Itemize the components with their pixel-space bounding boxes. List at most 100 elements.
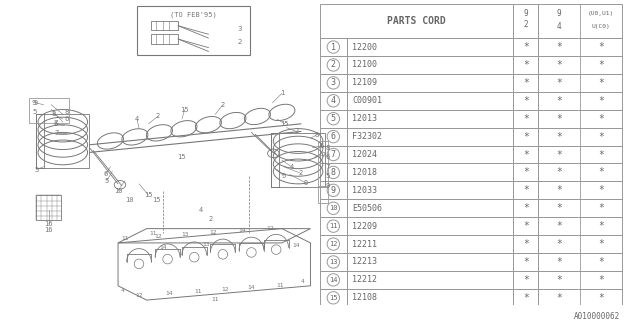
Bar: [513, 199, 538, 217]
Text: 15: 15: [178, 154, 186, 160]
Text: *: *: [598, 132, 604, 142]
Text: 9: 9: [34, 100, 38, 106]
Text: 5: 5: [34, 167, 38, 172]
Text: 7: 7: [322, 152, 326, 158]
Bar: [513, 289, 538, 307]
Bar: [513, 38, 538, 56]
Text: (TO FEB'95): (TO FEB'95): [170, 11, 217, 18]
Bar: [347, 128, 513, 146]
Text: 12: 12: [329, 241, 337, 247]
Text: 7: 7: [53, 120, 58, 126]
Bar: [513, 146, 538, 164]
Text: 15: 15: [152, 197, 161, 203]
Text: 10: 10: [125, 197, 134, 203]
Text: *: *: [598, 149, 604, 159]
Text: F32302: F32302: [353, 132, 382, 141]
Text: 2: 2: [238, 39, 242, 45]
Bar: [320, 92, 347, 110]
Text: 12100: 12100: [353, 60, 378, 69]
Bar: [320, 110, 347, 128]
Text: 6: 6: [104, 171, 108, 177]
Text: *: *: [598, 203, 604, 213]
Text: 5: 5: [104, 178, 109, 184]
Text: 14: 14: [166, 291, 173, 296]
Text: *: *: [523, 257, 529, 267]
Bar: [538, 289, 622, 307]
Bar: [347, 164, 513, 181]
Text: *: *: [556, 293, 562, 303]
Text: *: *: [556, 167, 562, 177]
Text: *: *: [523, 149, 529, 159]
Text: 11: 11: [121, 236, 129, 241]
Text: 13: 13: [202, 242, 209, 247]
Text: 5: 5: [326, 173, 330, 179]
Text: 12: 12: [267, 226, 274, 231]
Bar: [538, 92, 622, 110]
Bar: [513, 181, 538, 199]
Text: *: *: [556, 42, 562, 52]
Bar: [137, 6, 250, 55]
Text: *: *: [556, 96, 562, 106]
Bar: [347, 235, 513, 253]
Text: 1: 1: [280, 90, 284, 96]
Text: 4: 4: [301, 279, 305, 284]
Text: 2: 2: [294, 128, 298, 134]
Text: 9: 9: [326, 183, 330, 189]
Text: 11: 11: [211, 297, 219, 302]
Text: *: *: [598, 185, 604, 195]
Text: 8: 8: [65, 109, 69, 116]
Text: 9: 9: [557, 9, 561, 18]
Bar: [538, 164, 622, 181]
Bar: [513, 128, 538, 146]
Text: 11: 11: [150, 231, 157, 236]
Text: *: *: [523, 275, 529, 285]
Text: 15: 15: [180, 107, 189, 113]
Bar: [320, 181, 347, 199]
Text: *: *: [556, 149, 562, 159]
Text: *: *: [598, 221, 604, 231]
Text: 9: 9: [331, 186, 336, 195]
Text: 12211: 12211: [353, 240, 378, 249]
Bar: [347, 199, 513, 217]
Bar: [538, 253, 622, 271]
Bar: [513, 56, 538, 74]
Bar: [513, 217, 538, 235]
Bar: [538, 146, 622, 164]
Text: *: *: [523, 167, 529, 177]
Text: *: *: [523, 293, 529, 303]
Text: 12033: 12033: [353, 186, 378, 195]
Bar: [513, 164, 538, 181]
Bar: [36, 195, 61, 220]
Bar: [320, 217, 347, 235]
Bar: [347, 38, 513, 56]
Text: 15: 15: [144, 192, 153, 198]
Text: 2: 2: [524, 20, 528, 29]
Text: *: *: [598, 114, 604, 124]
Bar: [538, 110, 622, 128]
Text: 12209: 12209: [353, 222, 378, 231]
Text: 14: 14: [159, 245, 166, 250]
Text: 12024: 12024: [353, 150, 378, 159]
Text: 12200: 12200: [353, 43, 378, 52]
Bar: [318, 186, 328, 203]
Text: *: *: [598, 96, 604, 106]
Text: *: *: [598, 239, 604, 249]
Text: 16: 16: [44, 227, 52, 233]
Text: 2: 2: [331, 60, 336, 69]
Bar: [318, 141, 328, 187]
Text: 12: 12: [209, 230, 217, 235]
Bar: [538, 56, 622, 74]
Bar: [347, 289, 513, 307]
Bar: [347, 271, 513, 289]
Text: 5: 5: [32, 109, 36, 116]
Text: A010000062: A010000062: [574, 312, 620, 320]
Text: 5: 5: [282, 173, 286, 179]
Text: U(C0): U(C0): [591, 24, 611, 29]
Text: 4: 4: [289, 164, 294, 170]
Bar: [347, 146, 513, 164]
Bar: [29, 98, 70, 123]
Text: *: *: [556, 239, 562, 249]
Bar: [513, 235, 538, 253]
Text: *: *: [598, 42, 604, 52]
Text: *: *: [523, 221, 529, 231]
